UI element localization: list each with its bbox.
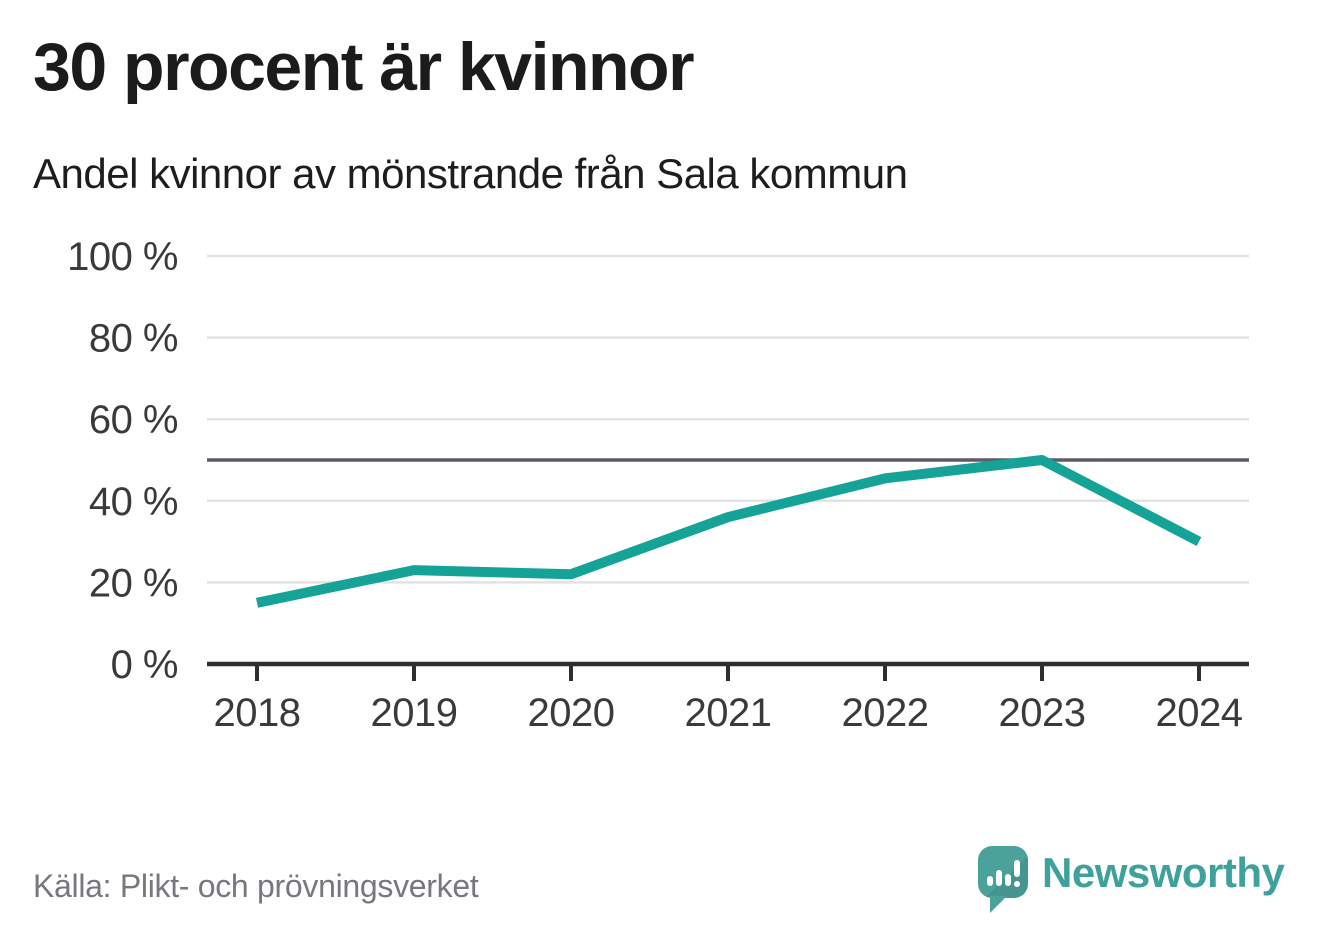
x-tick-label: 2024 [1156,691,1243,735]
y-tick-label: 60 % [89,398,178,442]
newsworthy-logo: Newsworthy [978,843,1298,923]
source-note: Källa: Plikt- och prövningsverket [33,868,479,904]
page-title: 30 procent är kvinnor [33,29,695,105]
x-tick-label: 2020 [528,691,615,735]
newsworthy-speech-bubble-icon [978,846,1028,913]
logo-bar-chart-icon [987,876,993,886]
chart-subtitle: Andel kvinnor av mönstrande från Sala ko… [33,150,908,197]
y-tick-label: 20 % [89,561,178,605]
x-tick-label: 2018 [214,691,301,735]
x-tick-label: 2021 [685,691,772,735]
y-tick-label: 0 % [111,643,178,687]
brand-wordmark: Newsworthy [1042,849,1285,896]
y-tick-label: 80 % [89,317,178,361]
logo-exclamation-icon [1014,860,1020,877]
y-tick-label: 40 % [89,480,178,524]
x-tick-label: 2022 [842,691,929,735]
y-tick-label: 100 % [67,235,178,279]
x-tick-label: 2019 [371,691,458,735]
x-tick-label: 2023 [999,691,1086,735]
data-line [255,455,1202,608]
